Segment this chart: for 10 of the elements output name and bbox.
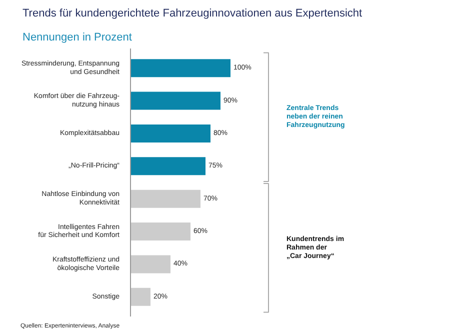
bar: [130, 59, 230, 78]
bar: [130, 222, 190, 241]
bar: [130, 124, 210, 142]
bar: [130, 92, 220, 110]
chart-title: Trends für kundengerichtete Fahrzeuginnovationen aus Expertensicht: [22, 8, 362, 20]
bar: [130, 190, 200, 208]
bar: [130, 255, 170, 274]
bar: [130, 288, 150, 306]
chart-subtitle: Nennungen in Prozent: [22, 32, 132, 44]
bar: [130, 157, 206, 176]
